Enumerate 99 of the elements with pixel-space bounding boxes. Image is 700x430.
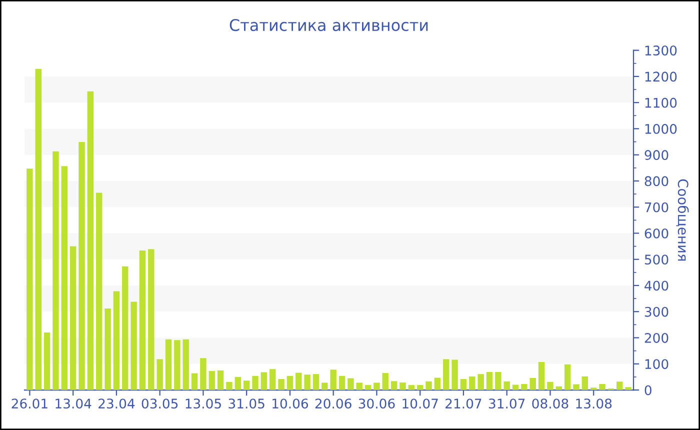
y-tick-label: 800: [644, 176, 668, 186]
bar: [573, 384, 580, 390]
x-tick-label: 23.04: [98, 398, 135, 409]
y-tick-label: 100: [645, 359, 668, 370]
bar: [182, 339, 189, 390]
y-tick-label: 1100: [645, 98, 677, 108]
y-tick-label: 1000: [645, 124, 677, 134]
x-tick-label: 20.06: [315, 398, 352, 409]
bar: [122, 266, 128, 390]
bar: [322, 382, 328, 390]
bar: [96, 192, 102, 390]
bar: [61, 166, 68, 390]
x-tick-label: 10.07: [402, 398, 438, 409]
bar: [521, 384, 528, 390]
bar: [113, 291, 120, 390]
bar: [590, 388, 597, 390]
bar: [530, 378, 536, 390]
bar: [26, 168, 33, 390]
y-tick-label: 400: [644, 280, 668, 291]
bar: [269, 369, 276, 390]
bar: [304, 374, 310, 390]
chart-title: Статистика активности: [230, 19, 428, 32]
bar: [226, 382, 232, 390]
bar: [504, 381, 510, 390]
bar: [442, 359, 450, 390]
bar: [104, 308, 111, 390]
y-tick-label: 200: [644, 332, 668, 343]
bar: [165, 339, 172, 390]
y-tick-label: 1300: [645, 46, 677, 56]
bar: [556, 386, 562, 390]
x-tick-label: 13.04: [56, 398, 92, 409]
bar: [217, 370, 224, 390]
bar: [374, 382, 380, 390]
bar: [70, 246, 76, 390]
bar: [460, 379, 467, 390]
bar: [547, 382, 554, 390]
x-tick-label: 26.01: [12, 398, 48, 409]
bar: [174, 340, 180, 390]
bar: [400, 382, 406, 390]
bar: [139, 250, 146, 390]
y-tick-label: 1200: [645, 72, 677, 82]
bar: [156, 359, 163, 390]
x-tick-label: 13.05: [186, 398, 221, 409]
bar: [426, 381, 432, 390]
bar: [78, 142, 85, 390]
bar: [625, 387, 632, 390]
x-tick-label: 08.08: [532, 398, 568, 409]
bar: [312, 374, 320, 390]
bar: [564, 364, 571, 390]
bar: [52, 151, 59, 390]
bar: [296, 372, 302, 390]
bar: [234, 376, 242, 390]
y-tick-label: 0: [644, 385, 652, 396]
x-tick-label: 21.07: [446, 398, 482, 409]
y-tick-label: 500: [644, 254, 668, 265]
bar: [452, 360, 458, 390]
bar: [338, 376, 346, 390]
bar: [286, 376, 294, 390]
bar: [408, 385, 415, 390]
bar: [469, 376, 476, 390]
bar: [538, 362, 545, 390]
bar: [200, 358, 206, 390]
bar: [616, 382, 623, 390]
bar: [278, 379, 284, 390]
bar: [260, 372, 268, 390]
bar: [243, 380, 250, 390]
x-tick-label: 31.07: [488, 398, 525, 409]
x-tick-label: 13.08: [576, 398, 612, 409]
bar: [512, 384, 519, 390]
bar: [191, 373, 198, 390]
bar: [434, 378, 441, 390]
y-tick-label: 700: [645, 202, 668, 212]
y-tick-label: 600: [644, 228, 668, 238]
bar: [252, 376, 258, 390]
bar: [599, 384, 606, 390]
bar: [582, 376, 588, 390]
bar: [330, 370, 336, 390]
x-tick-label: 10.06: [272, 398, 308, 409]
bar: [486, 372, 493, 390]
bar: [495, 372, 502, 390]
y-tick-label: 300: [644, 306, 668, 317]
bar: [364, 385, 372, 390]
bar: [35, 68, 42, 390]
x-tick-label: 30.06: [358, 398, 395, 409]
bar: [208, 370, 216, 390]
y-axis-title: Сообщения: [676, 179, 689, 261]
bar: [348, 378, 354, 390]
x-tick-label: 03.05: [142, 398, 178, 409]
bar: [87, 91, 94, 390]
y-tick-label: 900: [644, 150, 668, 160]
bar: [44, 332, 50, 390]
bar: [130, 302, 137, 390]
bar: [416, 385, 424, 390]
bar: [478, 374, 484, 390]
bar: [382, 373, 389, 390]
x-tick-label: 31.05: [228, 398, 264, 409]
bar: [356, 382, 362, 390]
bar: [390, 381, 398, 390]
bar: [148, 249, 154, 390]
